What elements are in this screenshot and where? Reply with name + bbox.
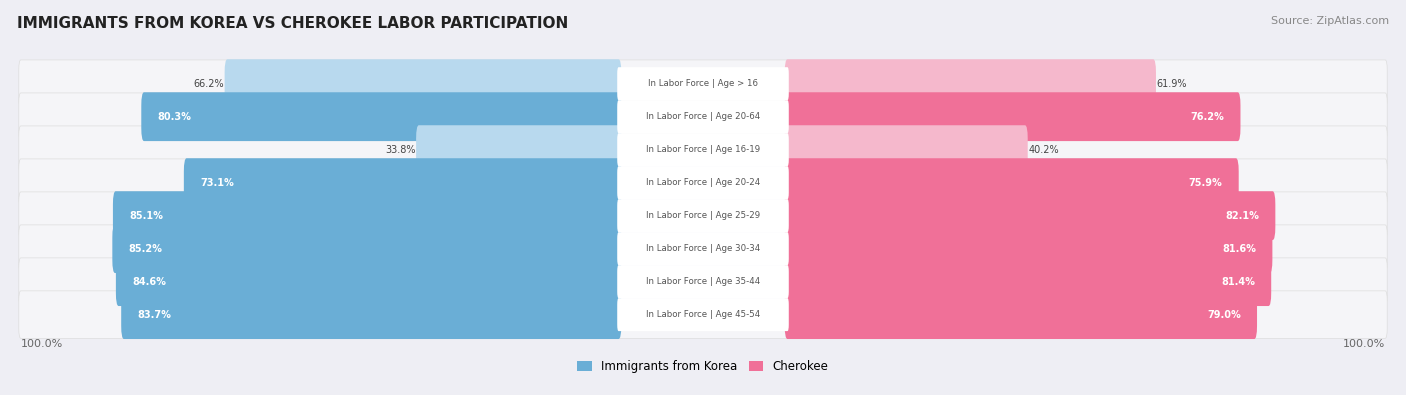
FancyBboxPatch shape [18,291,1388,339]
Text: 81.6%: 81.6% [1222,244,1256,254]
Text: In Labor Force | Age 20-24: In Labor Force | Age 20-24 [645,178,761,187]
FancyBboxPatch shape [617,199,789,232]
Text: 61.9%: 61.9% [1157,79,1187,89]
Text: 79.0%: 79.0% [1208,310,1241,320]
FancyBboxPatch shape [184,158,621,207]
FancyBboxPatch shape [617,100,789,133]
Text: 84.6%: 84.6% [132,276,166,287]
FancyBboxPatch shape [785,224,1272,273]
Text: 80.3%: 80.3% [157,112,191,122]
FancyBboxPatch shape [18,192,1388,239]
FancyBboxPatch shape [785,191,1275,240]
Text: 82.1%: 82.1% [1225,211,1260,221]
Text: 81.4%: 81.4% [1222,276,1256,287]
FancyBboxPatch shape [18,60,1388,107]
Text: In Labor Force | Age 20-64: In Labor Force | Age 20-64 [645,112,761,121]
Text: IMMIGRANTS FROM KOREA VS CHEROKEE LABOR PARTICIPATION: IMMIGRANTS FROM KOREA VS CHEROKEE LABOR … [17,16,568,31]
FancyBboxPatch shape [617,166,789,199]
FancyBboxPatch shape [617,298,789,331]
FancyBboxPatch shape [18,258,1388,305]
Text: In Labor Force | Age > 16: In Labor Force | Age > 16 [648,79,758,88]
Text: In Labor Force | Age 16-19: In Labor Force | Age 16-19 [645,145,761,154]
FancyBboxPatch shape [617,265,789,298]
FancyBboxPatch shape [785,59,1156,108]
FancyBboxPatch shape [18,126,1388,173]
FancyBboxPatch shape [617,232,789,265]
Text: In Labor Force | Age 35-44: In Labor Force | Age 35-44 [645,277,761,286]
Text: 33.8%: 33.8% [385,145,415,155]
Text: 75.9%: 75.9% [1188,178,1222,188]
FancyBboxPatch shape [416,125,621,174]
Text: 66.2%: 66.2% [194,79,224,89]
FancyBboxPatch shape [18,225,1388,273]
FancyBboxPatch shape [785,125,1028,174]
Text: 40.2%: 40.2% [1028,145,1059,155]
FancyBboxPatch shape [115,257,621,306]
FancyBboxPatch shape [141,92,621,141]
Text: Source: ZipAtlas.com: Source: ZipAtlas.com [1271,16,1389,26]
FancyBboxPatch shape [112,224,621,273]
FancyBboxPatch shape [617,133,789,166]
FancyBboxPatch shape [18,159,1388,207]
FancyBboxPatch shape [121,290,621,339]
FancyBboxPatch shape [18,93,1388,141]
Text: 73.1%: 73.1% [200,178,233,188]
FancyBboxPatch shape [225,59,621,108]
FancyBboxPatch shape [112,191,621,240]
Text: In Labor Force | Age 30-34: In Labor Force | Age 30-34 [645,244,761,253]
Text: In Labor Force | Age 25-29: In Labor Force | Age 25-29 [645,211,761,220]
FancyBboxPatch shape [785,257,1271,306]
FancyBboxPatch shape [617,67,789,100]
Text: 83.7%: 83.7% [138,310,172,320]
Text: 85.2%: 85.2% [128,244,163,254]
FancyBboxPatch shape [785,290,1257,339]
Text: 85.1%: 85.1% [129,211,163,221]
Text: 100.0%: 100.0% [21,339,63,349]
Legend: Immigrants from Korea, Cherokee: Immigrants from Korea, Cherokee [572,355,834,378]
Text: 100.0%: 100.0% [1343,339,1385,349]
FancyBboxPatch shape [785,158,1239,207]
Text: 76.2%: 76.2% [1191,112,1225,122]
FancyBboxPatch shape [785,92,1240,141]
Text: In Labor Force | Age 45-54: In Labor Force | Age 45-54 [645,310,761,319]
